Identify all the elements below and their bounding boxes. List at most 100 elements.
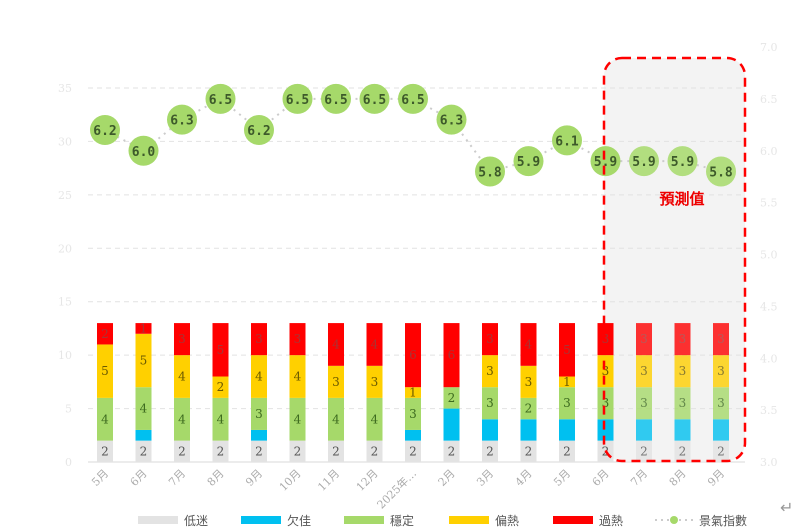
bar-segment <box>597 419 614 441</box>
bar-stack: 2 3 1 6 <box>405 323 421 462</box>
bar-segment <box>443 440 460 462</box>
index-point <box>706 156 736 187</box>
bar-segment <box>443 323 460 388</box>
bar-segment <box>559 387 575 420</box>
bar-value-label: 2 <box>178 444 186 458</box>
bar-segment <box>636 387 652 420</box>
y-right-tick: 6.5 <box>760 93 778 106</box>
y-right-tick: 3.5 <box>760 404 778 417</box>
bar-stack: 2 4 3 4 <box>366 323 383 462</box>
x-tick-label: 2月 <box>436 467 458 489</box>
x-tick-label: 12月 <box>354 467 381 494</box>
index-point <box>629 146 659 177</box>
bar-value-label: 2 <box>525 402 533 416</box>
bar-segment <box>251 355 267 398</box>
bar-segment <box>674 323 691 356</box>
bar-segment <box>636 355 652 388</box>
return-icon: ↵ <box>780 498 794 517</box>
index-value-label: 6.3 <box>440 114 463 129</box>
bar-segment <box>212 376 229 398</box>
svg-text:偏熱: 偏熱 <box>495 513 519 528</box>
y-right-tick: 5.0 <box>760 249 778 262</box>
bar-value-label: 3 <box>255 407 263 421</box>
bar-value-label: 2 <box>717 444 725 458</box>
bar-segment <box>482 440 498 462</box>
legend-item: 偏熱 <box>449 513 519 528</box>
bar-segment <box>713 323 729 356</box>
bar-segment <box>366 397 383 441</box>
index-value-label: 6.2 <box>247 124 270 139</box>
bar-segment <box>97 440 113 462</box>
bar-segment <box>559 376 575 388</box>
bar-value-label: 2 <box>332 444 340 458</box>
bar-value-label: 2 <box>448 391 456 405</box>
bar-segment <box>482 387 498 420</box>
bar-value-label: 5 <box>563 343 571 357</box>
bar-value-label: 2 <box>255 444 263 458</box>
y-left-tick: 30 <box>58 135 72 148</box>
bar-segment <box>135 333 152 388</box>
bar-value-label: 3 <box>602 396 610 410</box>
bar-segment <box>97 397 113 441</box>
bar-value-label: 4 <box>294 412 302 426</box>
index-point <box>475 156 505 187</box>
index-value-label: 6.2 <box>93 124 116 139</box>
bar-value-label: 2 <box>486 444 494 458</box>
bar-segment <box>135 323 152 334</box>
bar-value-label: 3 <box>679 332 687 346</box>
bar-stack: 2 3 3 3 <box>713 323 729 462</box>
bar-segment <box>674 387 691 420</box>
bar-segment <box>520 397 537 420</box>
bar-segment <box>405 387 421 398</box>
y-left-tick: 15 <box>58 296 72 309</box>
y-left-tick: 20 <box>58 242 72 255</box>
bar-segment <box>713 440 729 462</box>
bar-segment <box>636 323 652 356</box>
bar-segment <box>559 323 575 377</box>
svg-text:低迷: 低迷 <box>184 514 208 528</box>
bar-value-label: 4 <box>332 412 340 426</box>
bar-value-label: 4 <box>294 370 302 384</box>
bar-value-label: 1 <box>140 321 148 335</box>
bar-value-label: 5 <box>140 353 148 367</box>
bar-value-label: 3 <box>563 396 571 410</box>
bar-value-label: 3 <box>525 375 533 389</box>
forecast-box <box>602 56 747 463</box>
bar-segment <box>135 429 152 441</box>
bar-stack: 2 4 5 1 <box>135 321 152 462</box>
bar-value-label: 4 <box>371 412 379 426</box>
bar-segment <box>520 419 537 441</box>
bar-segment <box>636 419 652 441</box>
bar-segment <box>174 440 190 462</box>
bar-value-label: 2 <box>217 444 225 458</box>
bar-value-label: 6 <box>409 348 417 362</box>
index-value-label: 6.5 <box>401 93 424 108</box>
x-tick-label: 11月 <box>315 467 342 494</box>
legend-item: 穩定 <box>344 513 414 528</box>
bar-segment <box>251 323 267 356</box>
bar-value-label: 1 <box>563 375 571 389</box>
bar-segment <box>559 440 575 462</box>
bar-segment <box>251 440 267 462</box>
bar-value-label: 3 <box>255 332 263 346</box>
bar-segment <box>713 355 729 388</box>
bar-segment <box>289 440 306 462</box>
bar-value-label: 4 <box>525 337 533 351</box>
bar-value-label: 2 <box>101 444 109 458</box>
bar-segment <box>713 387 729 420</box>
bar-segment <box>482 355 498 388</box>
bar-segment <box>597 355 614 388</box>
bar-segment <box>174 323 190 356</box>
bar-segment <box>328 440 344 462</box>
bar-segment <box>482 419 498 441</box>
y-right-tick: 6.0 <box>760 145 778 158</box>
bar-segment <box>135 440 152 462</box>
bar-value-label: 4 <box>217 412 225 426</box>
bar-segment <box>597 387 614 420</box>
bar-segment <box>559 419 575 441</box>
index-value-label: 6.5 <box>286 93 309 108</box>
index-point <box>282 83 313 114</box>
svg-text:欠佳: 欠佳 <box>287 513 311 528</box>
bar-segment <box>520 440 537 462</box>
x-tick-label: 8月 <box>205 467 227 489</box>
